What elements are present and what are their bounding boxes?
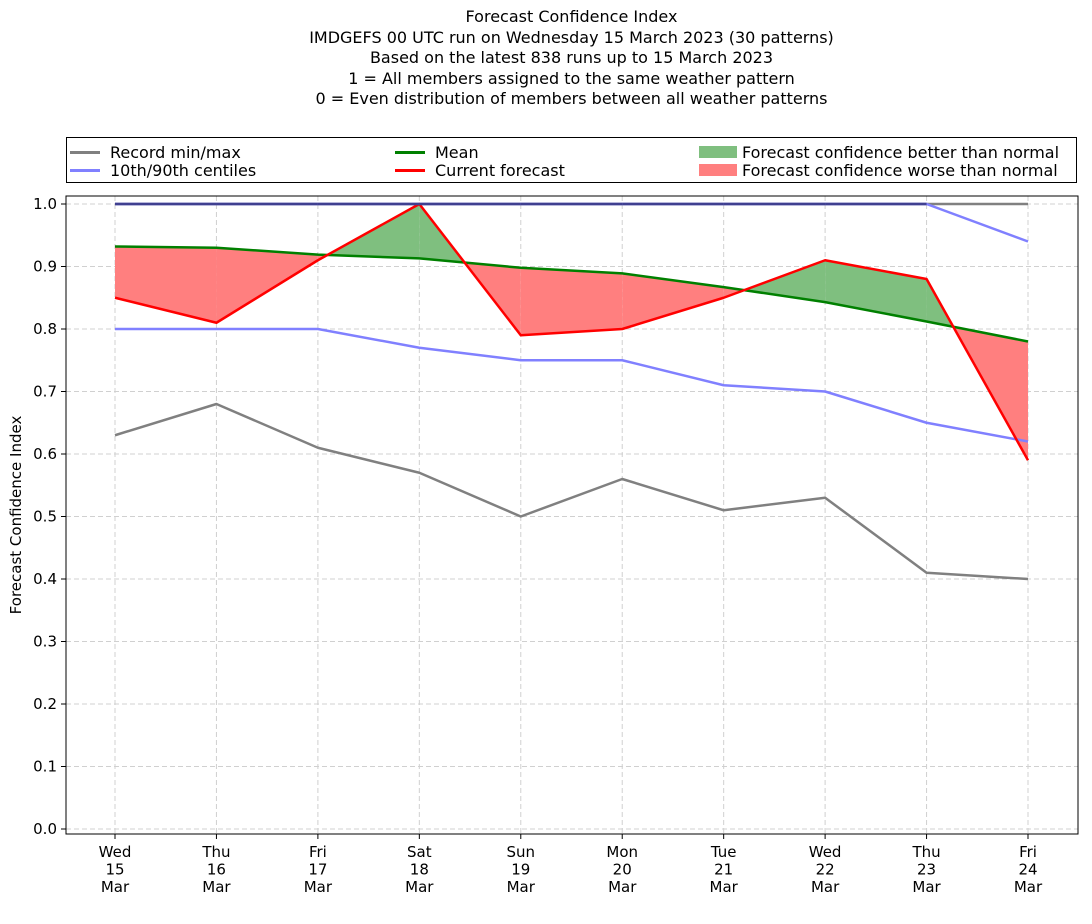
- chart-title-block: Forecast Confidence Index IMDGEFS 00 UTC…: [0, 7, 1092, 110]
- y-tick-label: 0.7: [33, 383, 57, 401]
- legend-item-mean: Mean: [395, 142, 479, 162]
- x-tick-label: Sat 18 Mar: [405, 843, 434, 896]
- x-tick-label-line: Mar: [1014, 878, 1043, 896]
- legend-swatch-worse: [699, 164, 737, 176]
- chart-legend: Record min/max 10th/90th centiles Mean C…: [66, 137, 1077, 183]
- x-tick-label-line: Mar: [202, 878, 231, 896]
- legend-item-worse: Forecast confidence worse than normal: [699, 160, 1058, 180]
- chart-subtitle-basis: Based on the latest 838 runs up to 15 Ma…: [369, 48, 774, 67]
- y-tick-label: 0.4: [33, 570, 57, 588]
- x-tick-label-line: 18: [410, 861, 429, 879]
- x-tick-label-line: 15: [105, 861, 124, 879]
- x-tick-label-line: 19: [511, 861, 530, 879]
- legend-label-centiles: 10th/90th centiles: [110, 160, 257, 180]
- x-tick-label-line: Wed: [809, 843, 842, 861]
- y-tick-label: 0.1: [33, 758, 57, 776]
- fill-better-than-normal: [744, 260, 826, 303]
- legend-swatch-better: [699, 146, 737, 158]
- x-tick-label-line: Sun: [507, 843, 536, 861]
- x-tick-label-line: Mar: [912, 878, 941, 896]
- x-tick-label-line: 20: [613, 861, 632, 879]
- series-line-p10: [115, 327, 1029, 443]
- x-tick-label-line: Thu: [911, 843, 940, 861]
- y-tick-label: 0.5: [33, 508, 57, 526]
- y-tick-label: 0.3: [33, 633, 57, 651]
- x-tick-label-line: Mar: [710, 878, 739, 896]
- y-tick-label: 0.9: [33, 258, 57, 276]
- x-tick-label: Tue 21 Mar: [710, 843, 739, 896]
- legend-label-mean: Mean: [435, 142, 479, 162]
- chart-subtitle-run: IMDGEFS 00 UTC run on Wednesday 15 March…: [309, 27, 834, 47]
- y-tick-label: 0.2: [33, 695, 57, 713]
- series-line-mean: [114, 245, 1029, 343]
- chart-subtitle-scale-zero: 0 = Even distribution of members between…: [315, 89, 828, 108]
- legend-swatch-record: [70, 150, 100, 154]
- y-tick-label: 0.6: [33, 445, 57, 463]
- legend-swatch-mean: [395, 150, 425, 154]
- series-lines: [114, 202, 1030, 581]
- legend-item-record: Record min/max: [70, 142, 241, 162]
- y-tick-label: 0.8: [33, 320, 57, 338]
- x-tick-label-line: 17: [308, 861, 327, 879]
- x-tick-label-line: Mar: [304, 878, 333, 896]
- x-tick-label-line: Mar: [811, 878, 840, 896]
- fill-worse-than-normal: [622, 273, 724, 329]
- x-tick-label-line: 22: [816, 861, 835, 879]
- legend-label-record: Record min/max: [110, 142, 241, 162]
- series-line-record-min: [114, 402, 1029, 581]
- x-tick-label: Sun 19 Mar: [507, 843, 536, 896]
- x-tick-label-line: Mar: [507, 878, 536, 896]
- legend-label-better: Forecast confidence better than normal: [742, 142, 1060, 162]
- legend-item-centiles: 10th/90th centiles: [70, 160, 257, 180]
- x-tick-label: Wed 15 Mar: [99, 843, 132, 896]
- x-tick-label-line: 21: [714, 861, 733, 879]
- x-tick-label: Fri 17 Mar: [304, 843, 333, 896]
- y-axis: 0.0 0.1 0.2 0.3 0.4 0.5 0.6 0.7 0.8 0.9 1.0: [33, 195, 66, 838]
- x-tick-label-line: 23: [917, 861, 936, 879]
- plot-frame: [65, 195, 1079, 835]
- x-tick-label-line: Fri: [1019, 843, 1037, 861]
- chart-title: Forecast Confidence Index: [465, 7, 678, 26]
- x-tick-label-line: Mar: [101, 878, 130, 896]
- legend-swatch-centiles: [70, 168, 100, 172]
- x-tick-label: Mon 20 Mar: [606, 843, 638, 896]
- x-tick-label-line: 16: [207, 861, 226, 879]
- x-tick-label: Wed 22 Mar: [809, 843, 842, 896]
- fill-worse-than-normal: [216, 247, 318, 323]
- x-tick-label-line: Mar: [608, 878, 637, 896]
- series-line-current: [114, 202, 1030, 461]
- x-tick-label-line: Wed: [99, 843, 132, 861]
- plot-area-border: [65, 195, 1079, 835]
- fill-worse-than-normal: [520, 267, 623, 336]
- legend-item-current: Current forecast: [395, 160, 565, 180]
- x-tick-label-line: Mar: [405, 878, 434, 896]
- y-tick-label: 0.0: [33, 820, 57, 838]
- x-tick-label-line: Fri: [309, 843, 327, 861]
- x-tick-label: Thu 23 Mar: [911, 843, 941, 896]
- series-line-p90: [115, 202, 1029, 243]
- legend-label-worse: Forecast confidence worse than normal: [742, 160, 1058, 180]
- x-tick-label-line: 24: [1018, 861, 1037, 879]
- y-tick-label: 1.0: [33, 195, 57, 213]
- legend-swatch-current: [395, 168, 425, 172]
- legend-item-better: Forecast confidence better than normal: [699, 142, 1060, 162]
- legend-label-current: Current forecast: [435, 160, 565, 180]
- x-tick-label-line: Sat: [407, 843, 432, 861]
- x-tick-label-line: Thu: [201, 843, 230, 861]
- y-axis-label: Forecast Confidence Index: [7, 416, 25, 615]
- x-tick-label-line: Tue: [710, 843, 737, 861]
- x-tick-label-line: Mon: [606, 843, 638, 861]
- chart-subtitle-scale-one: 1 = All members assigned to the same wea…: [348, 68, 795, 88]
- x-tick-label: Fri 24 Mar: [1014, 843, 1043, 896]
- x-tick-label: Thu 16 Mar: [201, 843, 231, 896]
